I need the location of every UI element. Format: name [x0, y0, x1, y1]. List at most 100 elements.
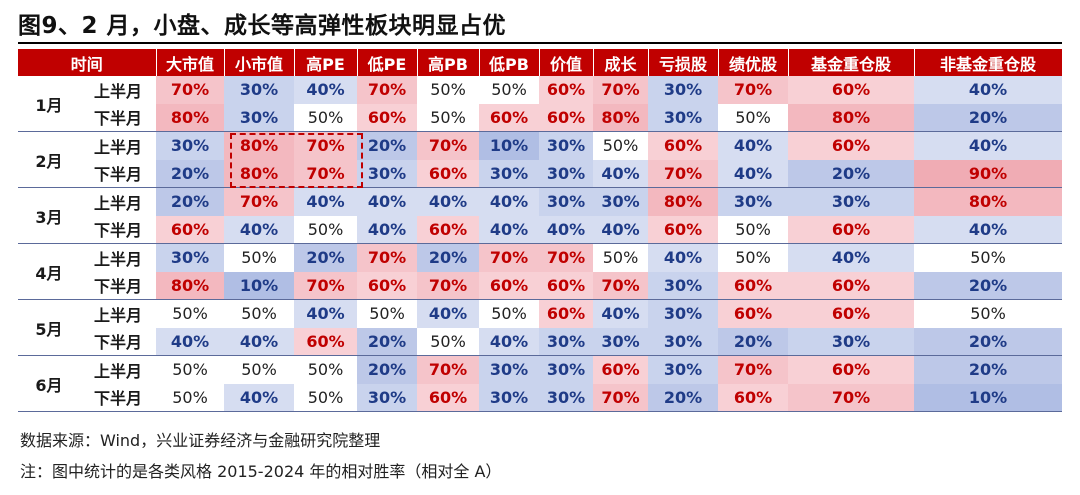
value-cell: 30% — [539, 355, 594, 384]
value-cell: 30% — [479, 383, 540, 412]
value-cell: 60% — [648, 131, 719, 160]
value-cell: 40% — [718, 159, 789, 188]
column-header: 绩优股 — [718, 49, 789, 76]
value-cell: 60% — [479, 103, 540, 132]
value-cell: 60% — [593, 355, 649, 384]
value-cell: 30% — [718, 187, 789, 216]
value-cell: 30% — [788, 327, 915, 356]
value-cell: 70% — [718, 76, 789, 104]
value-cell: 20% — [357, 355, 418, 384]
value-cell: 70% — [224, 187, 295, 216]
value-cell: 30% — [539, 187, 594, 216]
value-cell: 40% — [294, 187, 358, 216]
half-month-label: 下半月 — [80, 327, 157, 356]
value-cell: 30% — [539, 131, 594, 160]
half-month-label: 下半月 — [80, 103, 157, 132]
value-cell: 50% — [294, 103, 358, 132]
column-header: 高PB — [417, 49, 480, 76]
column-header: 低PE — [357, 49, 418, 76]
value-cell: 20% — [294, 243, 358, 272]
value-cell: 70% — [648, 159, 719, 188]
value-cell: 40% — [593, 299, 649, 328]
column-header: 基金重仓股 — [788, 49, 915, 76]
month-label: 4月 — [18, 243, 80, 300]
win-rate-table: 时间 大市值 小市值 高PE 低PE 高PB 低PB 价值 成长 亏损股 绩优股 基金重仓股 非基金重仓… — [18, 49, 1063, 412]
chart-title: 图9、2 月，小盘、成长等高弹性板块明显占优 — [18, 13, 507, 39]
value-cell: 20% — [648, 383, 719, 412]
value-cell: 50% — [417, 327, 480, 356]
value-cell: 40% — [539, 215, 594, 244]
value-cell: 40% — [914, 131, 1063, 160]
table-row: 5月 上半月 50% 50% 40% 50% 40% 50% 60% 40% 30% 60% 60% 50… — [18, 299, 1063, 356]
footnote: 注：图中统计的是各类风格 2015-2024 年的相对胜率（相对全 A） — [20, 462, 502, 481]
month-label: 3月 — [18, 187, 80, 244]
value-cell: 80% — [156, 103, 225, 132]
value-cell: 20% — [357, 327, 418, 356]
value-cell: 60% — [788, 355, 915, 384]
value-cell: 70% — [479, 243, 540, 272]
value-cell: 50% — [156, 383, 225, 412]
value-cell: 30% — [479, 355, 540, 384]
value-cell: 40% — [914, 215, 1063, 244]
month-label: 6月 — [18, 355, 80, 412]
value-cell: 60% — [156, 215, 225, 244]
value-cell: 30% — [593, 327, 649, 356]
column-header: 价值 — [539, 49, 594, 76]
value-cell: 40% — [224, 327, 295, 356]
half-month-label: 下半月 — [80, 383, 157, 412]
value-cell: 50% — [294, 383, 358, 412]
value-cell: 60% — [294, 327, 358, 356]
value-cell: 60% — [718, 383, 789, 412]
value-cell: 40% — [417, 187, 480, 216]
value-cell: 50% — [593, 243, 649, 272]
value-cell: 70% — [417, 355, 480, 384]
value-cell: 60% — [417, 215, 480, 244]
value-cell: 30% — [539, 383, 594, 412]
half-month-label: 上半月 — [94, 137, 143, 157]
value-cell: 30% — [593, 187, 649, 216]
value-cell: 40% — [417, 299, 480, 328]
column-header: 高PE — [294, 49, 358, 76]
half-month-label: 上半月 — [94, 193, 143, 213]
table-row: 下半月 20% 80% 70% 30% 60% 30% 30% 40% 70% 40% 20% 90% — [18, 159, 1063, 188]
value-cell: 50% — [479, 299, 540, 328]
value-cell: 40% — [357, 187, 418, 216]
value-cell: 40% — [593, 215, 649, 244]
column-header: 大市值 — [156, 49, 225, 76]
value-cell: 90% — [914, 159, 1063, 188]
value-cell: 50% — [718, 103, 789, 132]
value-cell: 30% — [156, 131, 225, 160]
table-row: 下半月 50% 40% 50% 30% 60% 30% 30% 70% 20% 60% 70% 10% — [18, 383, 1063, 412]
table-row: 下半月 40% 40% 60% 20% 50% 40% 30% 30% 30% 20% 30% 20% — [18, 327, 1063, 356]
column-header: 成长 — [593, 49, 649, 76]
half-month-label: 上半月 — [94, 249, 143, 269]
value-cell: 50% — [294, 355, 358, 384]
value-cell: 50% — [914, 299, 1063, 328]
value-cell: 20% — [417, 243, 480, 272]
month-label: 5月 — [18, 299, 80, 356]
value-cell: 60% — [539, 76, 594, 104]
column-header: 小市值 — [224, 49, 295, 76]
half-month-label: 下半月 — [80, 271, 157, 300]
value-cell: 60% — [539, 103, 594, 132]
value-cell: 60% — [417, 159, 480, 188]
table-row: 2月 上半月 30% 80% 70% 20% 70% 10% 30% 50% 60% 40% 60% 40… — [18, 131, 1063, 188]
value-cell: 60% — [788, 76, 915, 104]
value-cell: 70% — [357, 76, 418, 104]
value-cell: 30% — [788, 187, 915, 216]
value-cell: 60% — [788, 215, 915, 244]
value-cell: 40% — [593, 159, 649, 188]
value-cell: 40% — [294, 299, 358, 328]
value-cell: 50% — [417, 76, 480, 104]
value-cell: 60% — [788, 131, 915, 160]
half-month-label: 上半月 — [94, 361, 143, 381]
value-cell: 30% — [648, 327, 719, 356]
value-cell: 60% — [539, 271, 594, 300]
value-cell: 80% — [914, 187, 1063, 216]
value-cell: 50% — [593, 131, 649, 160]
value-cell: 40% — [156, 327, 225, 356]
value-cell: 60% — [357, 103, 418, 132]
value-cell: 50% — [156, 355, 225, 384]
value-cell: 40% — [294, 76, 358, 104]
value-cell: 30% — [357, 383, 418, 412]
